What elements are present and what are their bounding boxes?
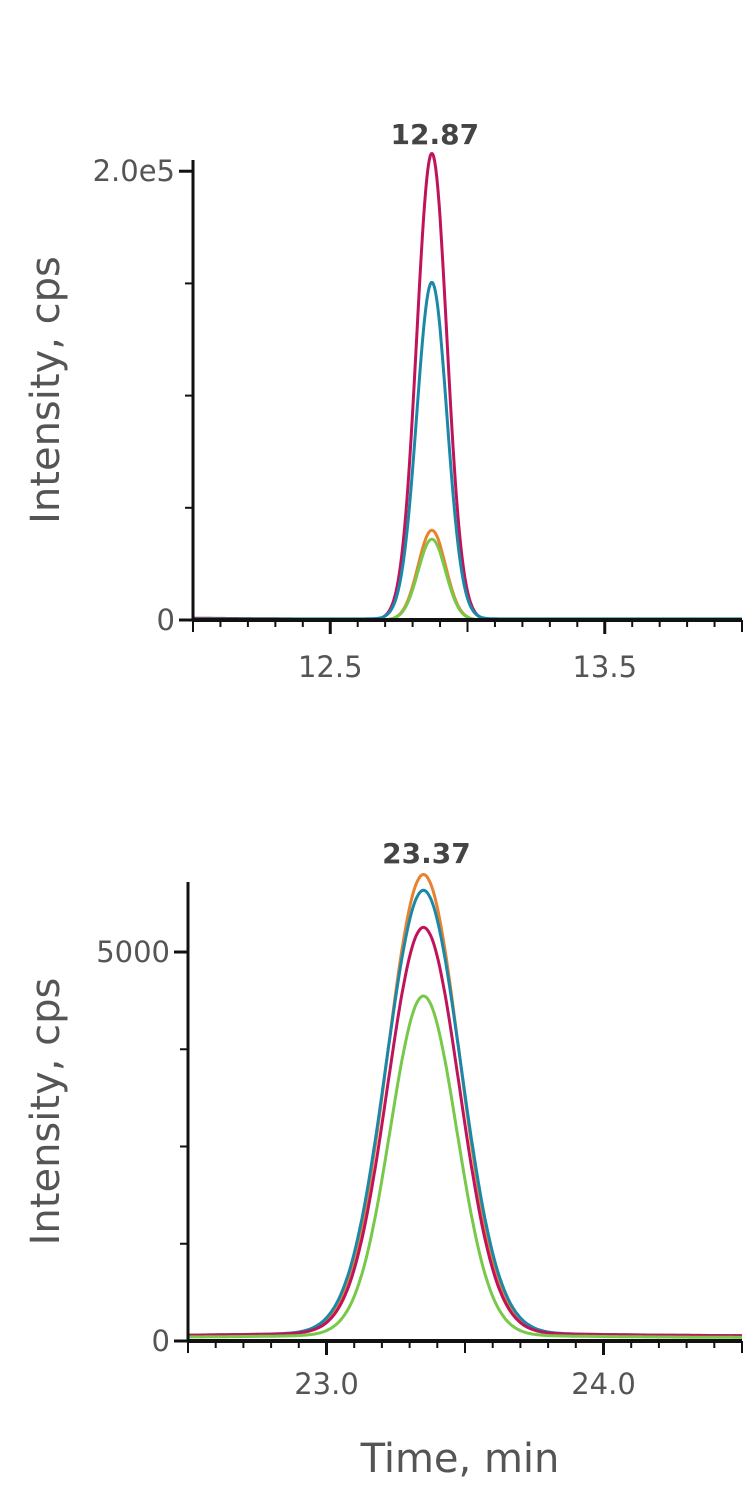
- y-tick-label: 0: [157, 603, 175, 637]
- series-line-blue: [192, 281, 743, 621]
- x-axis-title: Time, min: [360, 1436, 560, 1482]
- y-tick-label: 2.0e5: [93, 154, 175, 188]
- chromatogram-panel-bottom: 0 5000 23.0 24.0 23.37 Intensity, cps Time, mi…: [23, 837, 743, 1482]
- y-tick-label: 5000: [96, 935, 170, 969]
- series-line-magenta: [192, 152, 743, 622]
- series-line-green: [192, 537, 743, 622]
- x-tick-label: 23.0: [294, 1367, 359, 1401]
- peak-label: 12.87: [391, 118, 480, 151]
- series-line-magenta: [187, 925, 743, 1338]
- chromatogram-panel-top: 0 2.0e5 12.5 13.5 12.87 Intensity, cps: [23, 118, 743, 684]
- x-tick-label: 13.5: [572, 650, 637, 684]
- x-tick-label: 24.0: [571, 1367, 636, 1401]
- series-line-blue: [187, 888, 743, 1338]
- x-tick-label: 12.5: [298, 650, 363, 684]
- series-line-green: [187, 994, 743, 1339]
- y-tick-label: 0: [152, 1324, 170, 1358]
- y-axis-title: Intensity, cps: [23, 256, 69, 524]
- series-line-orange: [192, 528, 743, 622]
- y-axis-title: Intensity, cps: [23, 978, 69, 1246]
- peak-label: 23.37: [382, 837, 471, 870]
